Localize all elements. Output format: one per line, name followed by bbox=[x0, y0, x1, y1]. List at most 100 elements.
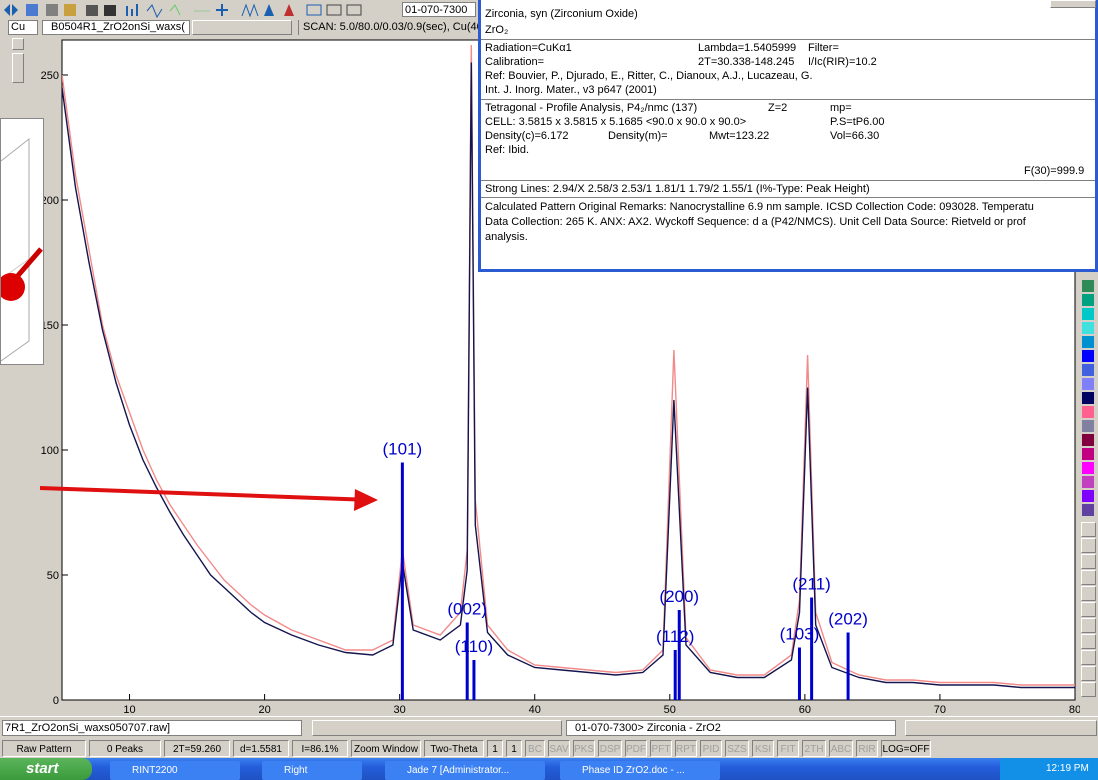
card-field: F(30)=999.9 bbox=[1024, 165, 1084, 177]
x-tick-label: 50 bbox=[664, 704, 676, 716]
palette-button[interactable] bbox=[1081, 634, 1096, 649]
stick-label: (002) bbox=[447, 600, 487, 619]
stick-label: (101) bbox=[383, 440, 423, 459]
card-field: Int. J. Inorg. Mater., v3 p647 (2001) bbox=[485, 84, 657, 96]
toolbar-icons[interactable] bbox=[2, 1, 402, 19]
stick-label: (200) bbox=[659, 587, 699, 606]
swatch[interactable] bbox=[1082, 462, 1094, 474]
palette-button[interactable] bbox=[1081, 666, 1096, 681]
card-field: Ref: Ibid. bbox=[485, 144, 529, 156]
palette-button[interactable] bbox=[1081, 554, 1096, 569]
side-button[interactable] bbox=[12, 38, 24, 50]
y-tick-label: 50 bbox=[47, 570, 59, 582]
status-cell[interactable]: SAV bbox=[548, 740, 570, 757]
y-tick-label: 100 bbox=[41, 445, 59, 457]
swatch[interactable] bbox=[1082, 476, 1094, 488]
status-cell: Raw Pattern bbox=[2, 740, 86, 757]
status-cell: Two-Theta bbox=[424, 740, 484, 757]
status-cell: Zoom Window bbox=[351, 740, 421, 757]
palette-button[interactable] bbox=[1081, 570, 1096, 585]
palette-button[interactable] bbox=[1081, 538, 1096, 553]
x-tick-label: 40 bbox=[529, 704, 541, 716]
swatch[interactable] bbox=[1082, 392, 1094, 404]
x-tick-label: 20 bbox=[258, 704, 270, 716]
atom bbox=[1, 273, 25, 301]
remarks-line: analysis. bbox=[485, 231, 528, 243]
swatch[interactable] bbox=[1082, 504, 1094, 516]
pdf-input[interactable]: 01-070-7300 bbox=[402, 2, 476, 17]
pattern-buttons[interactable] bbox=[312, 720, 562, 736]
palette-button[interactable] bbox=[1081, 602, 1096, 617]
separator bbox=[481, 99, 1095, 100]
status-cell[interactable]: 2TH bbox=[802, 740, 826, 757]
swatch[interactable] bbox=[1082, 434, 1094, 446]
status-cell[interactable]: RPT bbox=[675, 740, 697, 757]
file-select[interactable]: B0504R1_ZrO2onSi_waxs( bbox=[42, 20, 190, 35]
status-cell[interactable]: PID bbox=[700, 740, 722, 757]
status-cell[interactable]: DSP bbox=[598, 740, 622, 757]
task-button[interactable]: Right bbox=[262, 761, 362, 780]
task-button[interactable]: Phase ID ZrO2.doc - ... bbox=[560, 761, 720, 780]
status-cell[interactable]: PFT bbox=[650, 740, 672, 757]
card-field: CELL: 3.5815 x 3.5815 x 5.1685 <90.0 x 9… bbox=[485, 116, 746, 128]
target-select[interactable]: Cu bbox=[8, 20, 38, 35]
cube-edge bbox=[1, 139, 29, 361]
swatch[interactable] bbox=[1082, 294, 1094, 306]
swatch[interactable] bbox=[1082, 350, 1094, 362]
swatch[interactable] bbox=[1082, 448, 1094, 460]
x-tick-label: 60 bbox=[799, 704, 811, 716]
x-tick-label: 30 bbox=[394, 704, 406, 716]
side-buttons[interactable] bbox=[12, 53, 24, 83]
toolbar-buttons[interactable] bbox=[192, 20, 292, 35]
stick-label: (202) bbox=[828, 610, 868, 629]
palette-button[interactable] bbox=[1081, 682, 1096, 697]
palette[interactable] bbox=[1080, 276, 1097, 716]
status-cell[interactable]: PDF bbox=[625, 740, 647, 757]
status-cell[interactable]: LOG=OFF bbox=[881, 740, 931, 757]
status-cell[interactable]: RIR bbox=[856, 740, 878, 757]
swatch[interactable] bbox=[1082, 336, 1094, 348]
palette-button[interactable] bbox=[1081, 618, 1096, 633]
card-buttons[interactable] bbox=[905, 720, 1097, 736]
status-cell[interactable]: FIT bbox=[777, 740, 799, 757]
start-button[interactable]: start bbox=[0, 758, 92, 780]
status-cell[interactable]: SZS bbox=[725, 740, 749, 757]
status-cell[interactable]: KSI bbox=[752, 740, 774, 757]
task-button[interactable]: RINT2200 bbox=[110, 761, 240, 780]
card-field: Filter= bbox=[808, 42, 839, 54]
status-cell[interactable]: PKS bbox=[573, 740, 595, 757]
swatch[interactable] bbox=[1082, 420, 1094, 432]
card-field: I/Ic(RIR)=10.2 bbox=[808, 56, 877, 68]
x-tick-label: 70 bbox=[934, 704, 946, 716]
status-cell: 2T=59.260 bbox=[164, 740, 230, 757]
status-cell[interactable]: 1 bbox=[487, 740, 503, 757]
status-cell[interactable]: ABC bbox=[829, 740, 853, 757]
swatch[interactable] bbox=[1082, 406, 1094, 418]
stick-label: (110) bbox=[455, 637, 493, 656]
y-tick-label: 250 bbox=[41, 70, 59, 82]
bond bbox=[15, 249, 41, 279]
palette-button[interactable] bbox=[1081, 650, 1096, 665]
task-button[interactable]: Jade 7 [Administrator... bbox=[385, 761, 545, 780]
palette-button[interactable] bbox=[1081, 522, 1096, 537]
swatch[interactable] bbox=[1082, 280, 1094, 292]
window-buttons[interactable] bbox=[1050, 0, 1096, 8]
palette-button[interactable] bbox=[1081, 586, 1096, 601]
remarks-line: Calculated Pattern Original Remarks: Nan… bbox=[485, 201, 1034, 213]
swatch[interactable] bbox=[1082, 308, 1094, 320]
separator bbox=[481, 180, 1095, 181]
status-cell[interactable]: 1 bbox=[506, 740, 522, 757]
clock: 12:19 PM bbox=[1000, 758, 1098, 780]
swatch[interactable] bbox=[1082, 364, 1094, 376]
remarks-line: Data Collection: 265 K. ANX: AX2. Wyckof… bbox=[485, 216, 1026, 228]
swatch[interactable] bbox=[1082, 378, 1094, 390]
card-field: Vol=66.30 bbox=[830, 130, 879, 142]
swatch[interactable] bbox=[1082, 490, 1094, 502]
status-cell[interactable]: BC bbox=[525, 740, 545, 757]
screen: 1020304050607080050100150200250 (101)(00… bbox=[0, 0, 1098, 780]
swatch[interactable] bbox=[1082, 322, 1094, 334]
card-formula: ZrO₂ bbox=[485, 24, 508, 36]
card-field: Z=2 bbox=[768, 102, 787, 114]
card-field: Density(c)=6.172 bbox=[485, 130, 568, 142]
card-field: Lambda=1.5405999 bbox=[698, 42, 796, 54]
